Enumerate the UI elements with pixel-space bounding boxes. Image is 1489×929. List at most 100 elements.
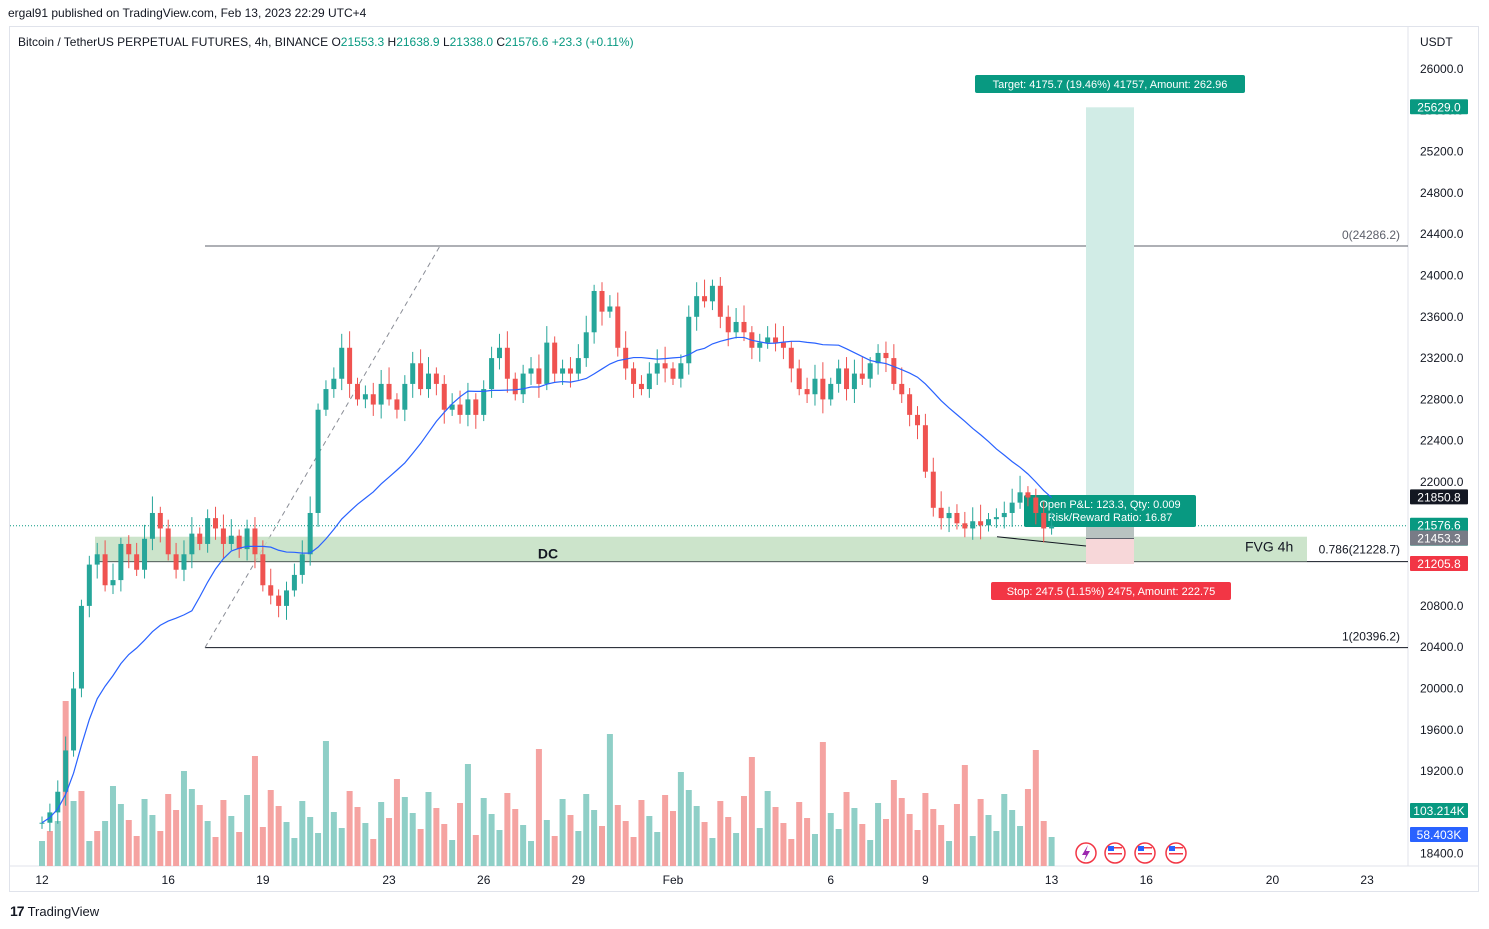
volume-bar — [622, 821, 629, 866]
price-tag: 21850.8 — [1410, 489, 1468, 505]
candle-body — [709, 285, 715, 302]
candle-body — [1017, 492, 1023, 503]
candle-body — [694, 296, 700, 317]
us-flag-icon — [1134, 842, 1156, 864]
volume-bar — [109, 786, 116, 866]
volume-bar — [701, 822, 708, 866]
candle-body — [78, 605, 84, 689]
volume-bar — [780, 823, 787, 866]
dc-zone-label: DC — [538, 546, 558, 562]
target-tag-bg — [975, 75, 1245, 93]
tradingview-logo-icon: 17 — [10, 903, 25, 919]
stop-tag-text: Stop: 247.5 (1.15%) 2475, Amount: 222.75 — [1007, 586, 1216, 598]
volume-bar — [670, 811, 676, 866]
volume-bar — [914, 830, 921, 866]
candle-body — [599, 290, 605, 312]
price-tag-text: 25629.0 — [1417, 100, 1461, 114]
candle-body — [954, 512, 960, 524]
candle-body — [402, 383, 408, 410]
volume-bar — [977, 799, 984, 866]
volume-bar — [94, 831, 101, 866]
volume-bar — [370, 839, 377, 866]
candle-body — [536, 368, 542, 384]
volume-tag: 103.214K — [1410, 803, 1468, 818]
candle-body — [962, 523, 968, 529]
close-label: C — [496, 35, 506, 49]
volume-bar — [567, 815, 574, 866]
candle-body — [244, 528, 250, 550]
target-tag: Target: 4175.7 (19.46%) 41757, Amount: 2… — [975, 75, 1245, 93]
candle-body — [567, 368, 573, 374]
volume-bar — [338, 828, 345, 866]
candle-body — [418, 363, 424, 390]
price-tick-label: 26000.0 — [1420, 62, 1464, 76]
price-tick-label: 20400.0 — [1420, 640, 1464, 654]
volume-bar — [204, 821, 211, 866]
candle-body — [362, 394, 368, 400]
candle-body — [773, 337, 779, 343]
volume-bar — [1048, 837, 1055, 866]
candle-body — [631, 368, 637, 384]
volume-bar — [283, 822, 290, 866]
price-tick-label: 24400.0 — [1420, 227, 1464, 241]
price-tick-label: 19200.0 — [1420, 764, 1464, 778]
volume-bar — [906, 814, 913, 866]
time-tick-label: Feb — [663, 873, 684, 887]
candle-body — [165, 528, 171, 555]
candle-body — [94, 554, 100, 565]
candle-body — [276, 595, 282, 606]
volume-bar — [662, 795, 669, 866]
volume-bar — [228, 816, 235, 866]
candle-body — [1001, 512, 1007, 518]
volume-bar — [772, 807, 779, 866]
volume-bar — [362, 823, 369, 866]
lightning-bolt — [1082, 845, 1090, 861]
candle-body — [260, 554, 266, 586]
stop-tag: Stop: 247.5 (1.15%) 2475, Amount: 222.75 — [991, 582, 1231, 600]
candle-body — [252, 528, 258, 555]
volume-tag-bg — [1410, 803, 1468, 818]
fib-trend-line — [204, 245, 441, 648]
candle-body — [86, 564, 92, 606]
volume-bar — [212, 837, 219, 866]
candle-body — [986, 519, 991, 526]
volume-bar — [1032, 750, 1039, 866]
volume-bar — [125, 820, 132, 866]
volume-bar — [630, 837, 637, 866]
time-tick-label: 20 — [1266, 873, 1280, 887]
volume-bar — [378, 802, 385, 866]
price-tag-text: 21850.8 — [1417, 490, 1461, 504]
volume-bar — [180, 771, 187, 866]
fib-level-1-label: 1(20396.2) — [1342, 630, 1400, 644]
price-tick-label: 24000.0 — [1420, 269, 1464, 283]
candle-body — [1025, 492, 1031, 498]
candle-body — [607, 306, 613, 312]
candle-body — [804, 389, 810, 395]
volume-bar — [591, 810, 598, 866]
candle-body — [560, 368, 566, 374]
volume-bar — [322, 741, 329, 866]
lightning-icon — [1075, 842, 1097, 864]
candle-body — [670, 368, 676, 379]
symbol-name[interactable]: Bitcoin / TetherUS PERPETUAL FUTURES, 4h… — [18, 35, 329, 49]
moving-average-line — [41, 336, 1053, 824]
fvg-zone-label: FVG 4h — [1245, 539, 1293, 555]
flag-stripe — [1138, 853, 1152, 855]
candle-body — [63, 750, 69, 792]
candle-body — [623, 347, 629, 369]
volume-tag-bg — [1410, 827, 1468, 842]
volume-bar — [504, 793, 511, 866]
volume-bar — [890, 780, 897, 866]
change-value: +23.3 (+0.11%) — [551, 35, 634, 49]
volume-bar — [938, 825, 945, 866]
volume-bar — [953, 804, 960, 866]
candle-body — [284, 590, 290, 606]
volume-bar — [417, 829, 424, 866]
volume-bar — [46, 831, 53, 866]
candle-body — [512, 378, 518, 395]
volume-bar — [614, 805, 621, 866]
candle-body — [157, 512, 163, 529]
volume-bar — [220, 800, 227, 866]
